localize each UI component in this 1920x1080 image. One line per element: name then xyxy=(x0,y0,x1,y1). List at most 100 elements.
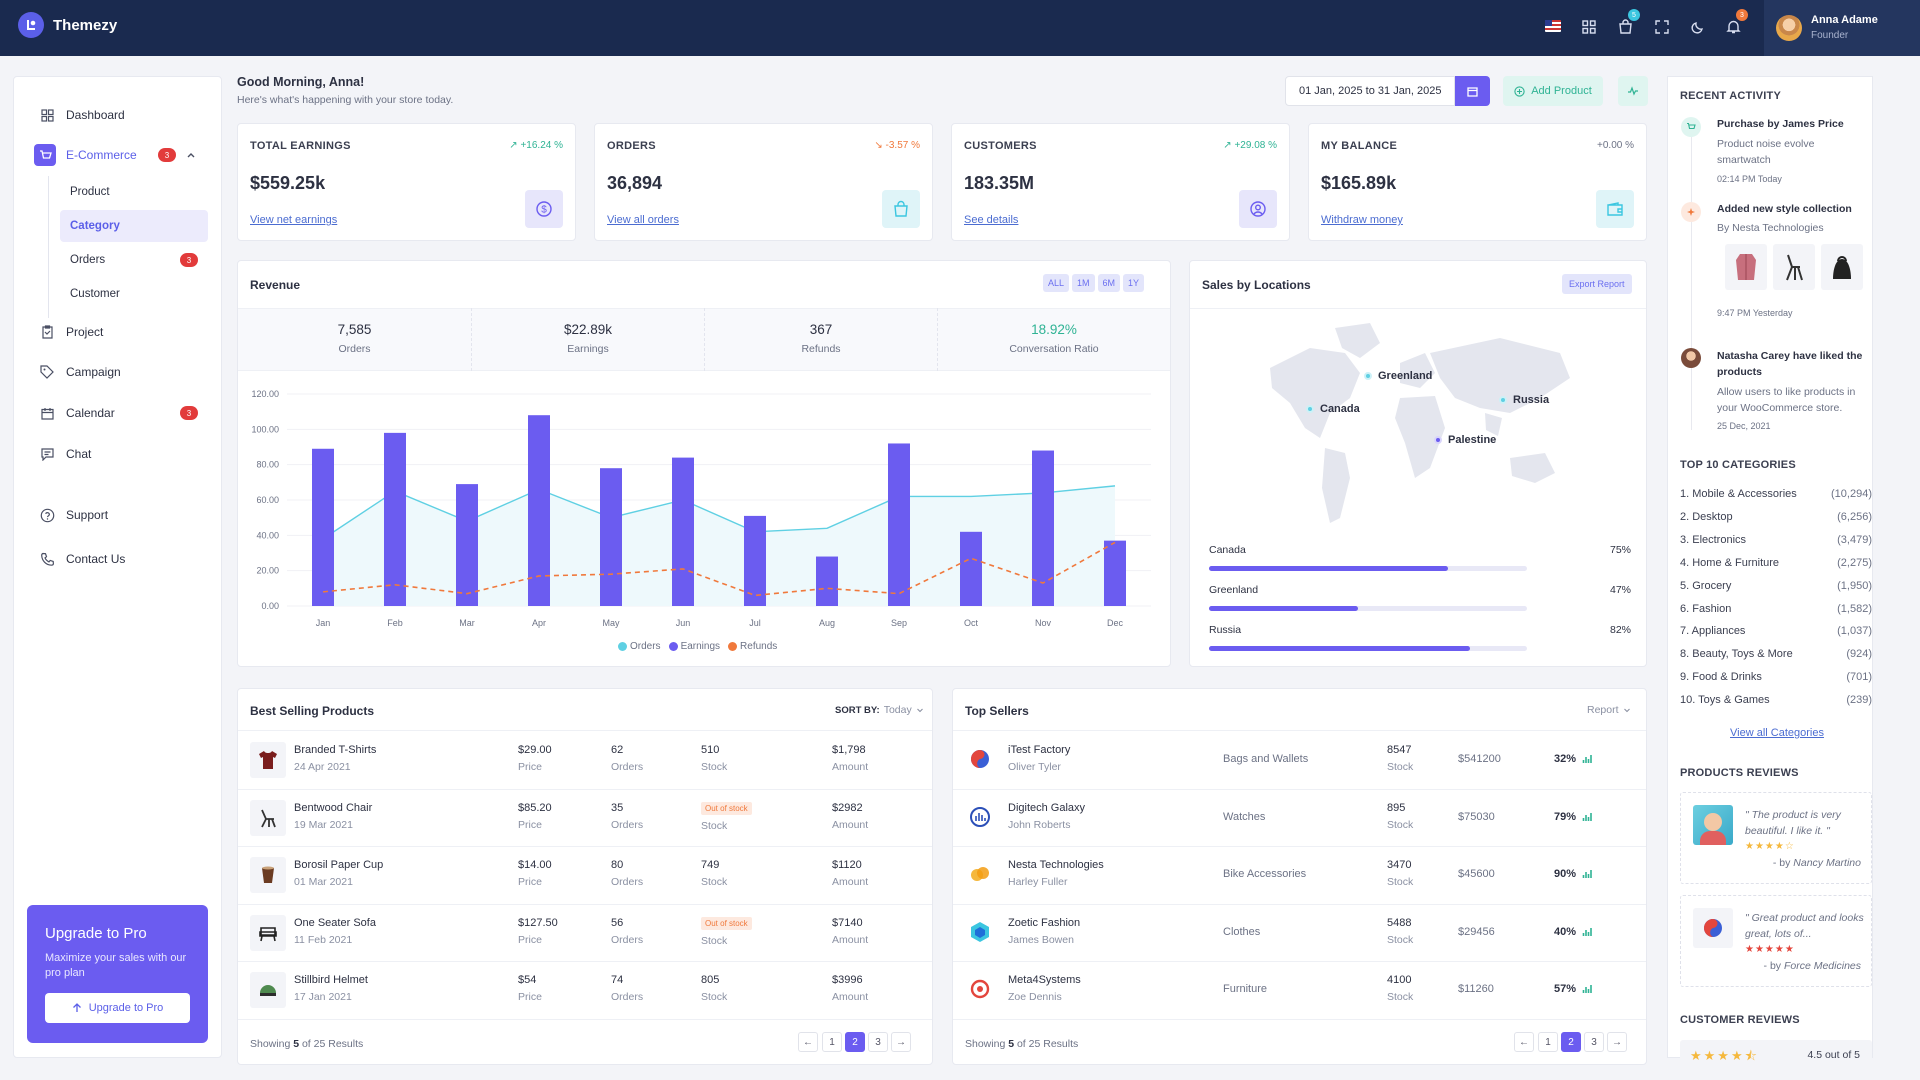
bar-earnings[interactable] xyxy=(744,515,766,606)
sidebar-item-chat[interactable]: Chat xyxy=(38,438,218,470)
product-thumb-bag[interactable] xyxy=(1821,244,1863,290)
table-row[interactable]: Meta4Systems Zoe Dennis Furniture 4100 Stock… xyxy=(953,961,1646,1018)
category-item[interactable]: 3. Electronics (3,479) xyxy=(1680,534,1872,546)
filter-1m-button[interactable]: 1M xyxy=(1072,274,1095,292)
seller-name[interactable]: iTest Factory xyxy=(1008,744,1071,756)
bar-earnings[interactable] xyxy=(528,415,550,606)
sidebar-item-campaign[interactable]: Campaign xyxy=(38,356,218,388)
bar-earnings[interactable] xyxy=(312,448,334,606)
category-item[interactable]: 4. Home & Furniture (2,275) xyxy=(1680,557,1872,569)
chevron-up-icon[interactable] xyxy=(186,150,196,160)
seller-name[interactable]: Digitech Galaxy xyxy=(1008,801,1086,814)
product-name[interactable]: Stillbird Helmet xyxy=(294,974,368,986)
sidebar-item-dashboard[interactable]: Dashboard xyxy=(38,99,218,131)
product-name[interactable]: Bentwood Chair xyxy=(294,801,373,814)
product-name[interactable]: One Seater Sofa xyxy=(294,916,376,929)
best-selling-pagination-page[interactable]: 3 xyxy=(868,1032,888,1052)
bar-earnings[interactable] xyxy=(960,531,982,606)
bar-earnings[interactable] xyxy=(384,432,406,606)
category-item[interactable]: 8. Beauty, Toys & More (924) xyxy=(1680,648,1872,660)
seller-name[interactable]: Zoetic Fashion xyxy=(1008,916,1081,929)
best-selling-pagination-page[interactable]: 1 xyxy=(822,1032,842,1052)
category-item[interactable]: 7. Appliances (1,037) xyxy=(1680,625,1872,637)
view-all-categories-link[interactable]: View all Categories xyxy=(1730,727,1824,739)
export-report-button[interactable]: Export Report xyxy=(1562,274,1632,294)
top-sellers-pagination-page[interactable]: 2 xyxy=(1561,1032,1581,1052)
bar-earnings[interactable] xyxy=(1104,540,1126,606)
table-row[interactable]: One Seater Sofa 11 Feb 2021 $127.50 Price 56… xyxy=(238,904,932,961)
seller-name[interactable]: Meta4Systems xyxy=(1008,974,1081,986)
legend-orders[interactable]: Orders xyxy=(618,641,661,652)
bar-earnings[interactable] xyxy=(888,443,910,606)
filter-6m-button[interactable]: 6M xyxy=(1097,274,1121,292)
top-sellers-pagination-prev[interactable]: ← xyxy=(1514,1032,1534,1052)
top-sellers-pagination-next[interactable]: → xyxy=(1607,1032,1627,1052)
calendar-button[interactable] xyxy=(1455,76,1490,106)
flag-icon[interactable] xyxy=(1545,20,1561,32)
stat-link[interactable]: See details xyxy=(964,214,1019,226)
user-menu[interactable]: Anna Adame Founder xyxy=(1764,0,1920,56)
cart-icon[interactable] xyxy=(1618,19,1633,34)
table-row[interactable]: Branded T-Shirts 24 Apr 2021 $29.00 Price 62… xyxy=(238,731,932,788)
bar-earnings[interactable] xyxy=(672,457,694,606)
bell-icon[interactable] xyxy=(1726,19,1741,34)
table-row[interactable]: Borosil Paper Cup 01 Mar 2021 $14.00 Price 8… xyxy=(238,846,932,903)
best-selling-pagination-page[interactable]: 2 xyxy=(845,1032,865,1052)
sidebar-item-support[interactable]: Support xyxy=(38,499,218,531)
best-selling-pagination-next[interactable]: → xyxy=(891,1032,911,1052)
apps-grid-icon[interactable] xyxy=(1582,20,1596,34)
map-marker-palestine[interactable]: Palestine xyxy=(1434,434,1496,446)
category-item[interactable]: 2. Desktop (6,256) xyxy=(1680,511,1872,523)
category-item[interactable]: 10. Toys & Games (239) xyxy=(1680,694,1872,706)
date-range-picker[interactable]: 01 Jan, 2025 to 31 Jan, 2025 xyxy=(1285,76,1455,106)
activity-toggle-button[interactable] xyxy=(1618,76,1648,106)
map-marker-greenland[interactable]: Greenland xyxy=(1364,370,1432,382)
sidebar-subitem-orders[interactable]: Orders 3 xyxy=(60,244,208,276)
product-thumb-chair[interactable] xyxy=(1773,244,1815,290)
bar-earnings[interactable] xyxy=(600,468,622,606)
product-thumb-jacket[interactable] xyxy=(1725,244,1767,290)
bar-earnings[interactable] xyxy=(816,556,838,606)
table-row[interactable]: Nesta Technologies Harley Fuller Bike Acce… xyxy=(953,846,1646,903)
map-marker-russia[interactable]: Russia xyxy=(1499,394,1549,406)
best-selling-pagination-prev[interactable]: ← xyxy=(798,1032,818,1052)
filter-1y-button[interactable]: 1Y xyxy=(1123,274,1145,292)
stat-link[interactable]: View all orders xyxy=(607,214,679,226)
table-row[interactable]: Stillbird Helmet 17 Jan 2021 $54 Price 74 Ord… xyxy=(238,961,932,1018)
sidebar-item-ecommerce[interactable]: E-Commerce 3 xyxy=(34,139,214,171)
app-logo[interactable] xyxy=(18,12,44,38)
bar-earnings[interactable] xyxy=(456,484,478,606)
sidebar-item-calendar[interactable]: Calendar 3 xyxy=(38,397,218,429)
legend-refunds[interactable]: Refunds xyxy=(728,641,777,652)
sidebar-item-contact[interactable]: Contact Us xyxy=(38,543,218,575)
activity-title[interactable]: Natasha Carey have liked the products xyxy=(1717,350,1863,378)
top-sellers-pagination-page[interactable]: 3 xyxy=(1584,1032,1604,1052)
seller-name[interactable]: Nesta Technologies xyxy=(1008,859,1104,871)
filter-all-button[interactable]: ALL xyxy=(1043,274,1070,292)
activity-title[interactable]: Added new style collection xyxy=(1717,203,1852,215)
sidebar-subitem-category[interactable]: Category xyxy=(60,210,208,242)
bar-earnings[interactable] xyxy=(1032,450,1054,606)
category-item[interactable]: 6. Fashion (1,582) xyxy=(1680,603,1872,615)
map-marker-canada[interactable]: Canada xyxy=(1306,403,1360,415)
legend-earnings[interactable]: Earnings xyxy=(668,641,720,652)
category-item[interactable]: 5. Grocery (1,950) xyxy=(1680,580,1872,592)
activity-title[interactable]: Purchase by James Price xyxy=(1717,118,1844,130)
product-name[interactable]: Borosil Paper Cup xyxy=(294,859,384,871)
sidebar-item-project[interactable]: Project xyxy=(38,316,218,348)
upgrade-button[interactable]: Upgrade to Pro xyxy=(45,993,190,1023)
stat-link[interactable]: View net earnings xyxy=(250,214,338,226)
top-sellers-pagination-page[interactable]: 1 xyxy=(1538,1032,1558,1052)
category-item[interactable]: 1. Mobile & Accessories (10,294) xyxy=(1680,488,1872,500)
report-dropdown[interactable]: Report xyxy=(1587,704,1631,716)
fullscreen-icon[interactable] xyxy=(1655,20,1669,34)
dark-mode-icon[interactable] xyxy=(1691,20,1705,34)
sidebar-subitem-product[interactable]: Product xyxy=(70,186,110,198)
category-item[interactable]: 9. Food & Drinks (701) xyxy=(1680,671,1872,683)
add-product-button[interactable]: Add Product xyxy=(1503,76,1603,106)
sidebar-subitem-customer[interactable]: Customer xyxy=(70,288,120,300)
table-row[interactable]: Bentwood Chair 19 Mar 2021 $85.20 Price 35 Or… xyxy=(238,789,932,846)
stat-link[interactable]: Withdraw money xyxy=(1321,214,1403,226)
sort-dropdown[interactable]: SORT BY: Today xyxy=(835,704,924,716)
table-row[interactable]: Zoetic Fashion James Bowen Clothes 5488 Stoc… xyxy=(953,904,1646,961)
